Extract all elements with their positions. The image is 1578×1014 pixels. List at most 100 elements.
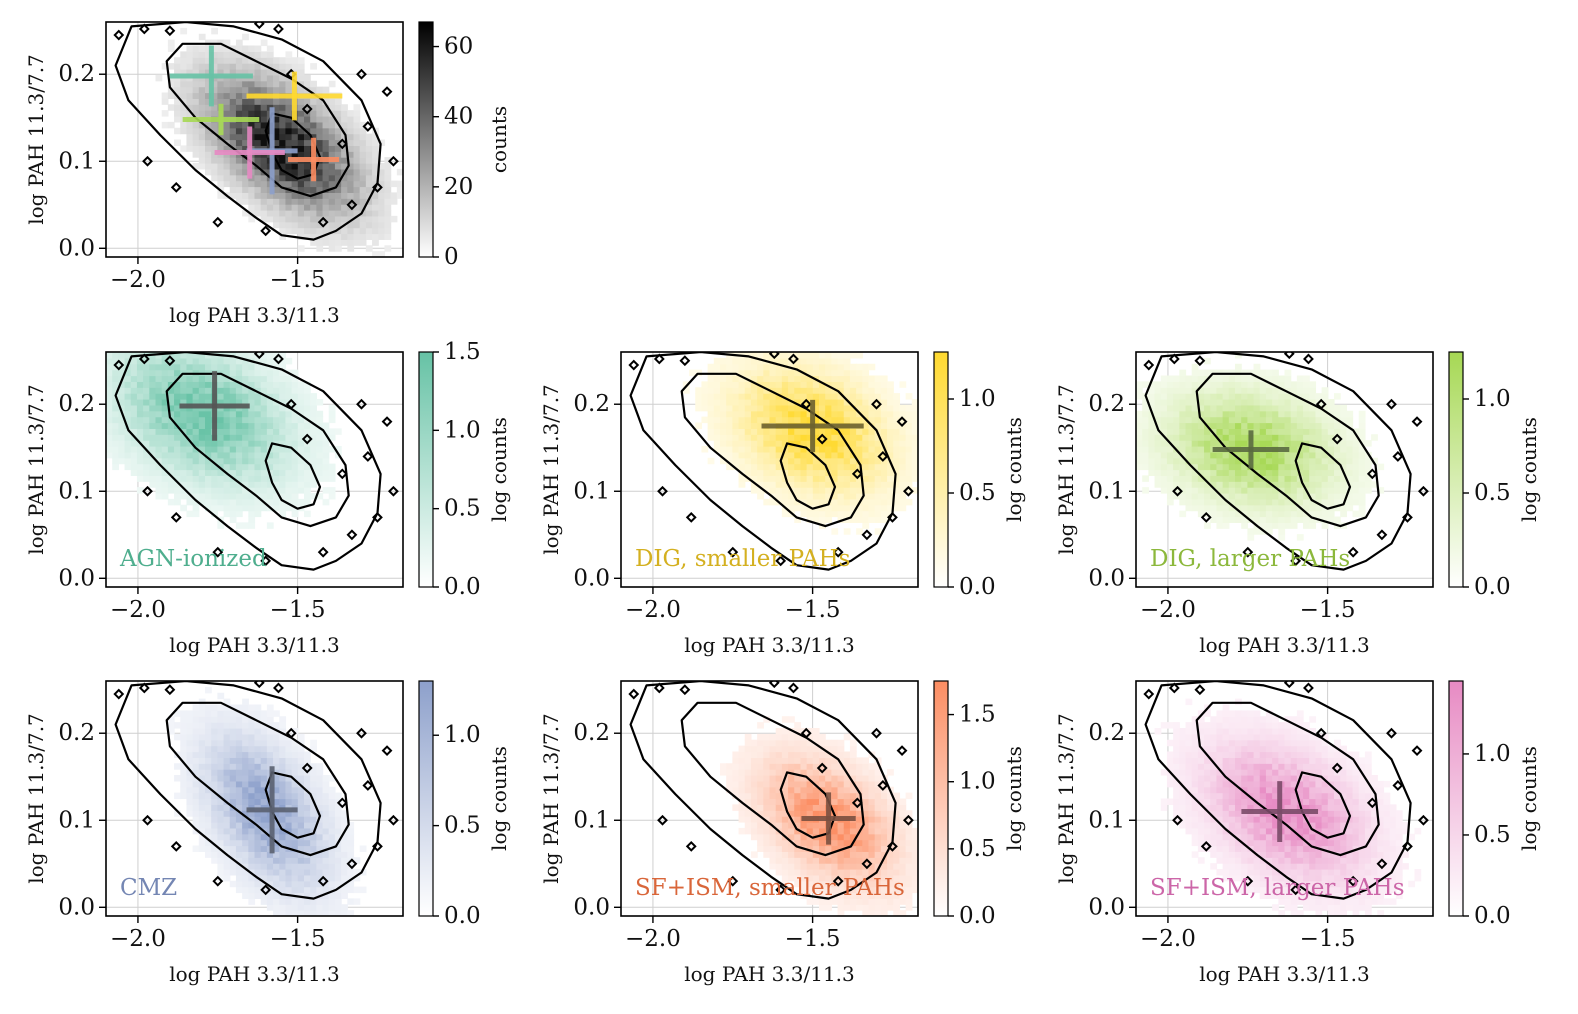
heatmap-cell [1272,504,1279,512]
heatmap-cell [304,451,311,459]
heatmap-cell [1142,463,1149,471]
contour-speck [1331,433,1343,445]
heatmap-cell [1210,504,1218,512]
heatmap-cell [322,174,330,182]
heatmap-cell [1247,475,1255,482]
heatmap-cell [1148,457,1156,465]
contour-speck [170,181,182,193]
heatmap-cell [812,510,820,518]
heatmap-cell [341,227,348,235]
heatmap-cell [781,757,789,764]
heatmap-cell [806,792,814,800]
heatmap-cell [334,204,342,211]
heatmap-cell [757,481,764,488]
heatmap-cell [763,716,771,723]
heatmap-cell [248,710,256,717]
heatmap-cell [223,80,231,88]
heatmap-cell [273,375,280,382]
heatmap-cell [788,775,795,782]
heatmap-cell [1216,375,1224,382]
heatmap-cell [136,463,144,471]
heatmap-cell [223,504,231,512]
heatmap-cell [1160,422,1168,429]
heatmap-cell [316,898,324,905]
heatmap-cell [1284,410,1292,418]
heatmap-cell [769,363,777,371]
heatmap-cell [273,133,280,141]
heatmap-cell [334,110,342,117]
heatmap-cell [322,210,330,217]
heatmap-cell [1173,434,1180,441]
heatmap-cell [769,833,777,841]
heatmap-cell [887,434,894,441]
heatmap-cell [254,363,262,371]
heatmap-cell [167,80,175,88]
heatmap-cell [1173,440,1180,447]
heatmap-cell [273,163,280,170]
heatmap-cell [180,757,188,764]
heatmap-cell [1197,369,1205,377]
heatmap-cell [794,739,802,747]
heatmap-cell [750,428,758,435]
heatmap-cell [365,163,373,170]
heatmap-cell [254,174,262,182]
heatmap-cell [334,446,342,453]
heatmap-cell [744,827,752,835]
heatmap-cell [1290,440,1298,447]
heatmap-cell [328,463,336,471]
heatmap-cell [130,451,138,459]
heatmap-cell [1179,463,1187,471]
heatmap-cell [1241,404,1248,412]
heatmap-cell [794,728,802,735]
heatmap-cell [248,416,256,424]
heatmap-cell [1321,399,1329,406]
heatmap-cell [334,239,342,246]
heatmap-cell [1253,493,1261,500]
x-axis-label: log PAH 3.3/11.3 [169,303,340,327]
heatmap-cell [223,839,231,847]
heatmap-cell [372,192,379,199]
heatmap-cell [149,469,157,476]
heatmap-cell [266,86,274,94]
heatmap-cell [794,416,802,424]
heatmap-cell [310,786,317,794]
heatmap-cell [291,139,299,146]
heatmap-cell [279,186,287,193]
heatmap-cell [205,375,212,382]
heatmap-cell [118,416,126,424]
heatmap-cell [273,481,280,488]
heatmap-cell [285,446,293,453]
heatmap-cell [1290,481,1298,488]
heatmap-cell [744,446,752,453]
heatmap-cell [223,375,231,382]
heatmap-cell [1265,516,1273,523]
heatmap-cell [217,434,225,441]
contour-speck [1402,511,1413,523]
heatmap-cell [254,475,262,482]
heatmap-cell [205,139,212,146]
heatmap-cell [205,710,212,717]
heatmap-cell [1185,493,1193,500]
heatmap-cell [1284,481,1292,488]
heatmap-cell [266,69,274,76]
heatmap-cell [1228,440,1236,447]
heatmap-cell [223,157,231,164]
heatmap-cell [738,745,746,753]
heatmap-cell [229,180,237,188]
heatmap-cell [235,874,243,882]
heatmap-cell [106,404,113,412]
heatmap-cell [304,751,311,758]
heatmap-cell [285,475,293,482]
heatmap-cell [1241,393,1248,400]
heatmap-cell [720,404,727,412]
heatmap-cell [837,357,845,365]
heatmap-cell [720,457,727,465]
heatmap-cell [248,186,256,193]
heatmap-cell [1259,434,1267,441]
heatmap-cell [738,827,746,835]
heatmap-cell [285,904,293,911]
heatmap [682,352,918,535]
heatmap-cell [384,157,392,164]
heatmap-cell [1321,404,1329,412]
heatmap-cell [359,168,367,176]
